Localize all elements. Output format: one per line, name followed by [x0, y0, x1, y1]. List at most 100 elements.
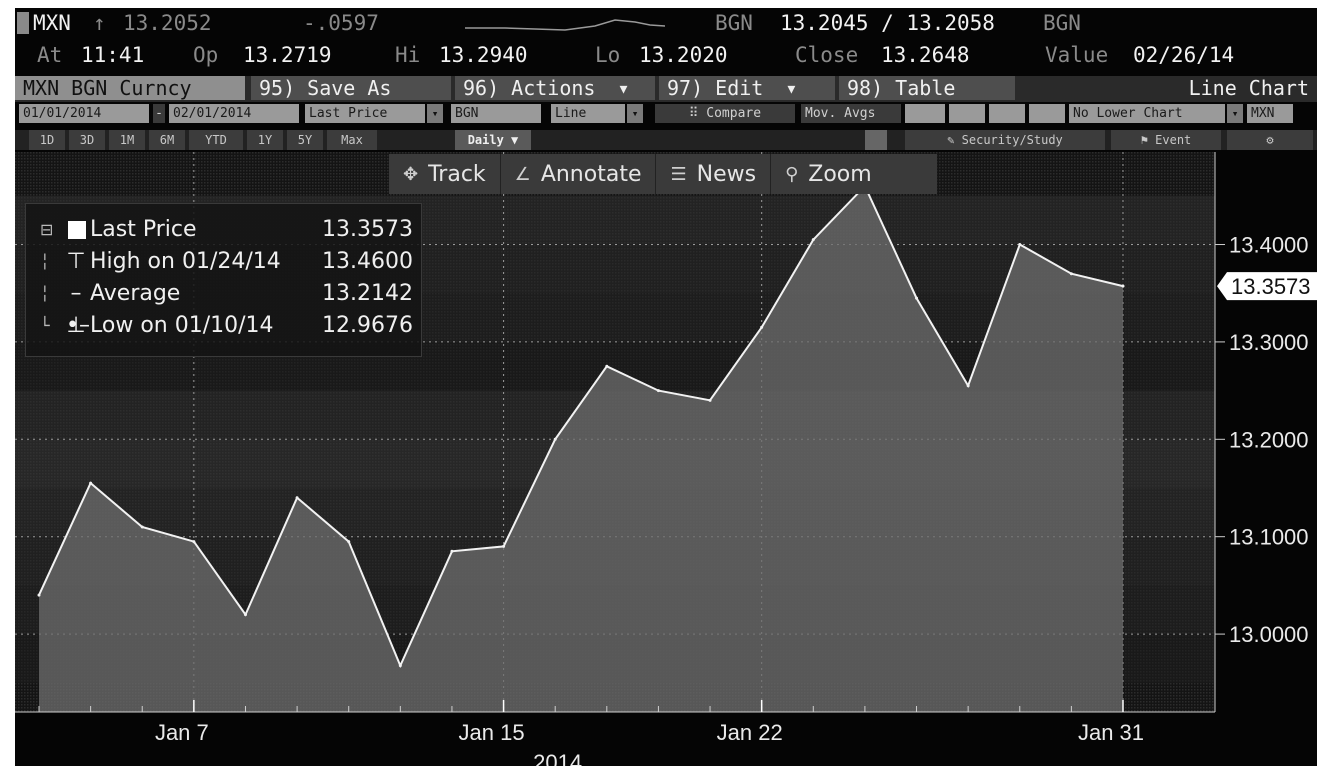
mov-avgs-label: Mov. Avgs [801, 104, 901, 123]
chart-settings-bar: 01/01/2014 - 02/01/2014 Last Price ▾ BGN… [15, 104, 1317, 124]
pencil-chart-icon: ✎ [947, 133, 962, 147]
period-button[interactable]: 5Y [287, 130, 323, 150]
chevron-down-icon[interactable]: ▾ [427, 104, 443, 123]
field-select[interactable]: Last Price [305, 104, 425, 123]
x-tick-label: Jan 15 [459, 720, 525, 745]
compare-button[interactable]: ⠿ Compare [655, 104, 795, 123]
period-button[interactable]: 1D [29, 130, 65, 150]
ohlc-line: At 11:41 Op 13.2719 Hi 13.2940 Lo 13.202… [15, 42, 1317, 68]
legend-value: 13.4600 [322, 249, 413, 274]
period-button[interactable]: 3D [69, 130, 105, 150]
frequency-select[interactable]: Daily ▼ [455, 130, 531, 150]
settings-toggle-icon[interactable] [865, 130, 887, 150]
period-button[interactable]: 1Y [247, 130, 283, 150]
chart-legend[interactable]: ⊟ Last Price 13.3573 ╎ ⊤ High on 01/24/1… [25, 203, 422, 357]
mov-avg-field-1[interactable] [905, 104, 945, 123]
value-label: Value [1045, 43, 1109, 67]
actions-menu[interactable]: 96) Actions ▾ [455, 76, 655, 100]
zoom-label: Zoom [808, 161, 872, 187]
chevron-down-icon[interactable]: ▾ [1227, 104, 1243, 123]
period-button[interactable]: 1M [109, 130, 145, 150]
tree-branch-icon: ╎ [40, 252, 50, 271]
style-select[interactable]: Line [551, 104, 625, 123]
menu-bar: MXN BGN Curncy 95) Save As 96) Actions ▾… [15, 76, 1317, 102]
price-point [37, 593, 41, 597]
track-button[interactable]: ✥ Track [389, 154, 501, 194]
price-point [450, 549, 454, 553]
price-point [605, 364, 609, 368]
security-field[interactable]: MXN BGN Curncy [15, 76, 245, 100]
at-label: At [37, 43, 63, 67]
legend-value: 13.3573 [322, 217, 413, 242]
period-button[interactable]: Max [327, 130, 377, 150]
start-date-field[interactable]: 01/01/2014 [19, 104, 149, 123]
price-line [38, 184, 1124, 669]
last-value-tag: 13.3573 [1217, 272, 1317, 301]
source-field[interactable]: BGN [451, 104, 541, 123]
chart-toolbar: ✥ Track ∠ Annotate ☰ News ⚲ Zoom [389, 154, 937, 194]
period-button[interactable]: 6M [149, 130, 185, 150]
price-point [1069, 272, 1073, 276]
low-marker-icon: ⊥ [66, 313, 86, 338]
ticker-symbol[interactable]: MXN [33, 11, 71, 35]
legend-label: Average [90, 281, 181, 306]
edit-menu[interactable]: 97) Edit ▾ [659, 76, 835, 100]
legend-row-last-price: ⊟ Last Price 13.3573 [26, 214, 421, 246]
x-tick-label: Jan 7 [155, 720, 209, 745]
gear-icon[interactable]: ⚙ [1227, 130, 1313, 150]
compare-label: Compare [706, 106, 762, 121]
price-chart[interactable]: 13.0000 13.1000 13.2000 13.3000 13.4000 13.35… [15, 152, 1317, 766]
security-marker [17, 12, 29, 34]
legend-row-low: └ ⊥ Low on 01/10/14 12.9676 [26, 310, 421, 342]
chevron-down-icon[interactable]: ▾ [627, 104, 643, 123]
chevron-down-icon: ▾ [785, 76, 798, 100]
price-point [347, 540, 351, 544]
mov-avg-field-4[interactable] [1029, 104, 1065, 123]
lower-chart-select[interactable]: No Lower Chart [1069, 104, 1225, 123]
last-value-label: 13.3573 [1231, 274, 1311, 299]
table-button[interactable]: 98) Table [839, 76, 1015, 100]
event-button[interactable]: ⚑ Event [1111, 130, 1221, 150]
legend-label: High on 01/24/14 [90, 249, 281, 274]
sparkline-icon [465, 19, 665, 31]
legend-label: Last Price [90, 217, 197, 242]
end-date-field[interactable]: 02/01/2014 [169, 104, 299, 123]
news-label: News [696, 161, 757, 187]
price-point [89, 481, 93, 485]
compare-icon: ⠿ [688, 106, 707, 121]
annotate-button[interactable]: ∠ Annotate [501, 154, 657, 194]
legend-label: Low on 01/10/14 [90, 313, 274, 338]
annotate-label: Annotate [540, 161, 642, 187]
event-label: Event [1155, 133, 1192, 147]
mov-avg-field-2[interactable] [949, 104, 985, 123]
legend-row-average: ╎ –•– Average 13.2142 [26, 278, 421, 338]
chevron-down-icon: ▾ [617, 76, 630, 100]
security-study-button[interactable]: ✎ Security/Study [905, 130, 1105, 150]
bid-ask: 13.2045 / 13.2058 [780, 11, 995, 35]
zoom-button[interactable]: ⚲ Zoom [771, 154, 886, 194]
open-label: Op [193, 43, 219, 67]
x-axis: Jan 7 Jan 15 Jan 22 Jan 31 2014 [15, 700, 1215, 766]
price-point [708, 398, 712, 402]
bloomberg-chart-window: MXN ↑ 13.2052 -.0597 BGN 13.2045 / 13.20… [15, 8, 1317, 766]
ask-source: BGN [1043, 11, 1081, 35]
tree-branch-icon: └ [40, 316, 50, 335]
collapse-icon[interactable]: ⊟ [40, 220, 54, 239]
x-tick-label: Jan 31 [1078, 720, 1144, 745]
price-point [656, 389, 660, 393]
y-tick-label: 13.4000 [1229, 233, 1309, 258]
currency-field[interactable]: MXN [1247, 104, 1293, 123]
mov-avg-field-3[interactable] [989, 104, 1025, 123]
save-as-button[interactable]: 95) Save As [251, 76, 451, 100]
price-point [1121, 284, 1125, 288]
price-point [915, 296, 919, 300]
quote-time: 11:41 [81, 43, 145, 67]
price-point [295, 496, 299, 500]
y-axis: 13.0000 13.1000 13.2000 13.3000 13.4000 13.35… [1214, 152, 1317, 712]
edit-label: 97) Edit [667, 76, 764, 100]
chart-type-label: Line Chart [1019, 76, 1317, 100]
security-study-label: Security/Study [961, 133, 1063, 147]
period-button[interactable]: YTD [189, 130, 243, 150]
news-button[interactable]: ☰ News [656, 154, 772, 194]
last-price: 13.2052 [123, 11, 212, 35]
